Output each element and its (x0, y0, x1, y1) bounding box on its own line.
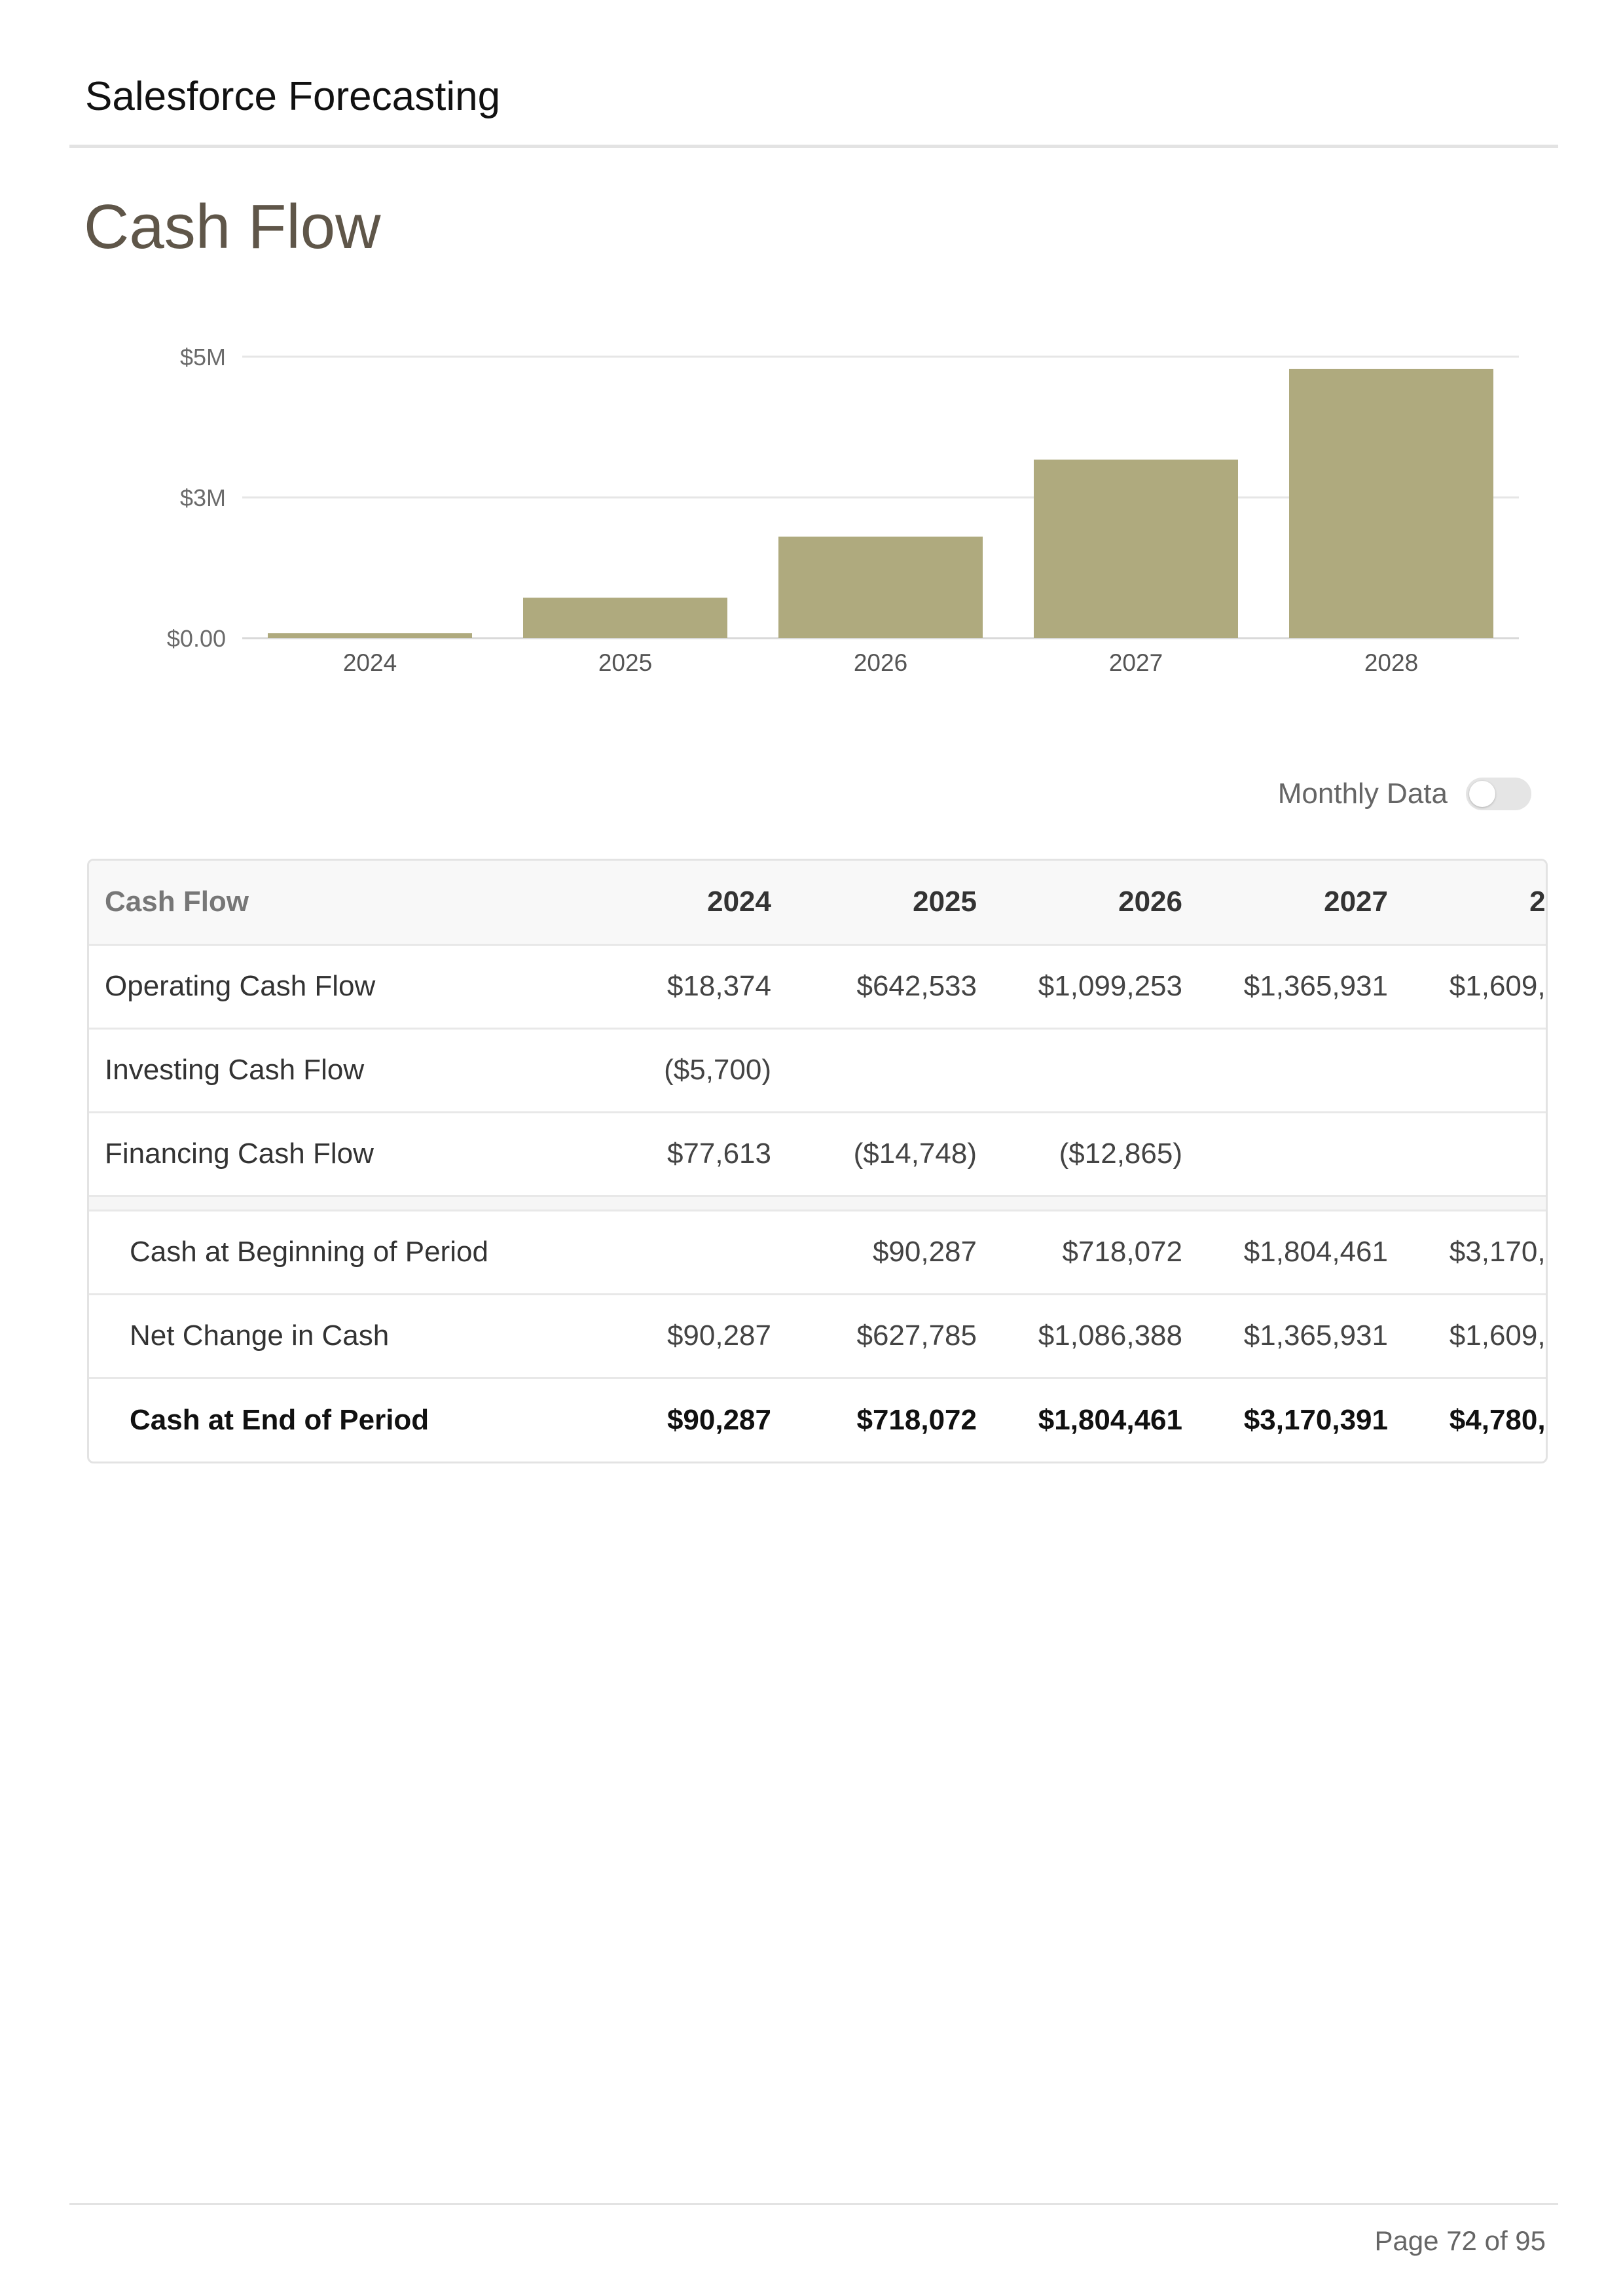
page-number: Page 72 of 95 (1374, 2225, 1546, 2256)
column-header-label: Cash Flow (89, 861, 581, 946)
table-cell: $1,099,253 (993, 944, 1198, 1030)
x-tick-label: 2027 (1109, 649, 1163, 676)
table-cell: $1,365,931 (1198, 944, 1404, 1030)
bar (778, 536, 983, 638)
column-header-2028: 2028 (1404, 861, 1546, 946)
table-cell: $3,170,391 (1243, 1403, 1388, 1436)
row-label: Cash at End of Period (130, 1403, 429, 1436)
chart-canvas: $0.00 $3M $5M 2024 2025 2026 2027 2028 (167, 344, 1519, 676)
table-cell: $1,609,868 (1404, 1294, 1546, 1379)
table-cell (1198, 1112, 1404, 1197)
table-cell: $1,365,931 (1198, 1294, 1404, 1379)
column-header-2024: 2024 (581, 861, 787, 946)
monthly-data-label: Monthly Data (1277, 778, 1448, 810)
column-header-2026: 2026 (993, 861, 1198, 946)
row-label: Net Change in Cash (89, 1294, 581, 1379)
x-tick-label: 2028 (1364, 649, 1418, 676)
table-cell: $90,287 (666, 1403, 771, 1436)
monthly-data-toggle[interactable] (1466, 778, 1531, 810)
table-section-divider (89, 1196, 1546, 1211)
table-cell (1404, 1112, 1546, 1197)
table-cell: $4,780,260 (1449, 1403, 1546, 1436)
page-footer-divider (69, 2203, 1558, 2205)
table-cell: $18,374 (581, 944, 787, 1030)
bar (268, 633, 472, 638)
y-tick-label: $3M (180, 484, 226, 511)
table-cell (1198, 1028, 1404, 1113)
divider-cell (89, 1196, 1546, 1211)
table-cell: $718,072 (856, 1403, 977, 1436)
table-cell: $718,072 (993, 1210, 1198, 1295)
table-cell: $627,785 (787, 1294, 993, 1379)
column-header-2025: 2025 (787, 861, 993, 946)
row-label: Financing Cash Flow (89, 1112, 581, 1197)
table-cell: ($14,748) (787, 1112, 993, 1197)
table-row-cash-beginning: Cash at Beginning of Period $90,287 $718… (89, 1210, 1546, 1295)
toggle-knob (1469, 781, 1495, 807)
section-title: Cash Flow (84, 192, 381, 262)
table-cell (1404, 1028, 1546, 1113)
table-cell (787, 1028, 993, 1113)
table-cell (993, 1028, 1198, 1113)
x-tick-label: 2025 (598, 649, 652, 676)
table-cell: $77,613 (581, 1112, 787, 1197)
row-label: Operating Cash Flow (89, 944, 581, 1030)
table-cell: ($12,865) (993, 1112, 1198, 1197)
y-tick-label: $0.00 (167, 625, 226, 652)
document-title: Salesforce Forecasting (85, 74, 501, 119)
cash-flow-table: Cash Flow 2024 2025 2026 2027 2028 Opera… (89, 861, 1546, 1462)
table-cell: ($5,700) (581, 1028, 787, 1113)
table-header-row: Cash Flow 2024 2025 2026 2027 2028 (89, 861, 1546, 946)
table-cell: $3,170,391 (1404, 1210, 1546, 1295)
bar (1289, 368, 1493, 638)
table-cell: $1,086,388 (993, 1294, 1198, 1379)
table-cell: $642,533 (787, 944, 993, 1030)
row-label: Cash at Beginning of Period (89, 1210, 581, 1295)
table-cell: $1,609,868 (1404, 944, 1546, 1030)
table-cell: $1,804,461 (1038, 1403, 1182, 1436)
monthly-data-toggle-group: Monthly Data (1278, 778, 1531, 810)
bar (1034, 459, 1238, 638)
table-row-cash-end: Cash at End of Period $90,287 $718,072 $… (89, 1378, 1546, 1462)
table-cell: $90,287 (787, 1210, 993, 1295)
column-header-2027: 2027 (1198, 861, 1404, 946)
table-cell: $1,804,461 (1198, 1210, 1404, 1295)
cash-flow-bar-chart: $0.00 $3M $5M 2024 2025 2026 2027 2028 (131, 321, 1532, 700)
table-row-operating-cash-flow: Operating Cash Flow $18,374 $642,533 $1,… (89, 944, 1546, 1030)
row-label: Investing Cash Flow (89, 1028, 581, 1113)
table-row-net-change: Net Change in Cash $90,287 $627,785 $1,0… (89, 1294, 1546, 1379)
table-row-investing-cash-flow: Investing Cash Flow ($5,700) (89, 1028, 1546, 1113)
page-header: Salesforce Forecasting (69, 0, 1558, 148)
y-tick-label: $5M (180, 344, 226, 370)
table-row-financing-cash-flow: Financing Cash Flow $77,613 ($14,748) ($… (89, 1112, 1546, 1197)
cash-flow-table-container: Cash Flow 2024 2025 2026 2027 2028 Opera… (87, 859, 1548, 1463)
x-tick-label: 2024 (343, 649, 397, 676)
table-cell: $90,287 (581, 1294, 787, 1379)
x-tick-label: 2026 (854, 649, 907, 676)
table-cell (581, 1210, 787, 1295)
bar (523, 598, 727, 638)
